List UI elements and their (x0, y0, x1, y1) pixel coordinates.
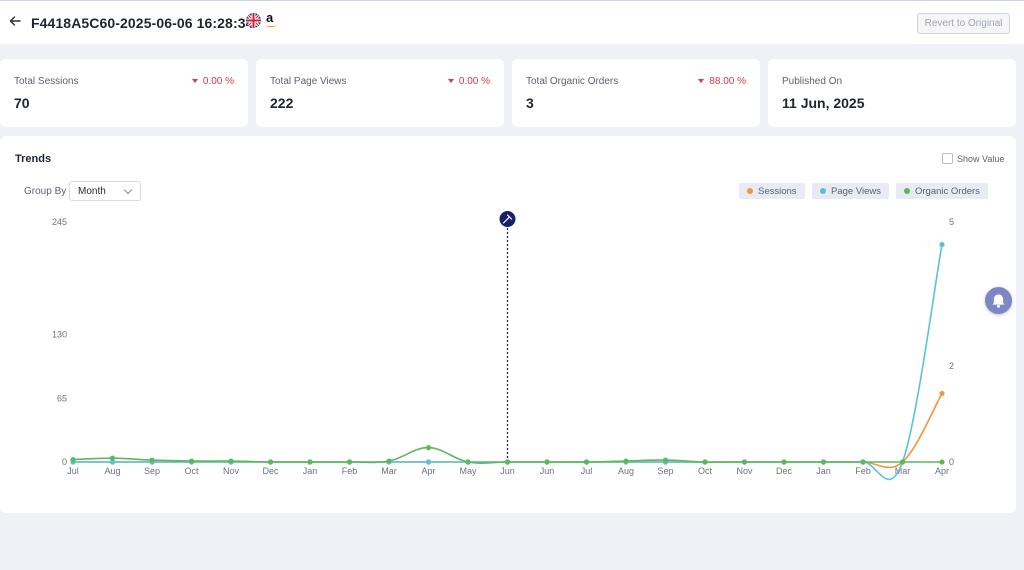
legend-dot (820, 188, 826, 194)
stat-value: 11 Jun, 2025 (782, 95, 865, 111)
data-point-page-views (109, 459, 116, 465)
show-value-toggle[interactable]: Show Value (942, 153, 1004, 164)
legend-sessions[interactable]: Sessions (739, 183, 805, 199)
x-tick-label: Feb (342, 466, 358, 476)
x-tick-label: Jun (500, 466, 515, 476)
y-left-tick-label: 0 (62, 457, 67, 467)
stat-label: Total Organic Orders (526, 76, 619, 87)
stat-change: 0.00 % (191, 76, 234, 87)
y-right-tick-label: 2 (949, 361, 954, 371)
data-point-organic-orders (228, 458, 234, 464)
y-left-tick-label: 130 (52, 330, 67, 340)
data-point-organic-orders (504, 459, 511, 465)
data-point-organic-orders (741, 459, 748, 465)
x-tick-label: Aug (618, 466, 634, 476)
data-point-organic-orders (583, 459, 590, 465)
data-point-organic-orders (781, 459, 787, 465)
data-point-organic-orders (267, 459, 274, 465)
data-point-organic-orders (820, 459, 827, 465)
y-left-tick-label: 245 (52, 217, 67, 227)
data-point-organic-orders (939, 459, 945, 465)
back-arrow-icon[interactable] (8, 14, 22, 28)
group-by-label: Group By (24, 186, 67, 197)
x-tick-label: Sep (657, 466, 673, 476)
data-point-organic-orders (899, 459, 906, 465)
x-tick-label: Mar (381, 466, 397, 476)
stat-card-published-on: Published On 11 Jun, 2025 (768, 59, 1016, 127)
stat-value: 222 (270, 95, 294, 111)
down-triangle-icon (191, 79, 198, 83)
x-tick-label: Jul (67, 466, 79, 476)
data-point-organic-orders (149, 457, 155, 463)
show-value-label: Show Value (957, 153, 1005, 164)
y-left-tick-label: 65 (57, 393, 67, 403)
legend-dot (904, 188, 910, 194)
data-point-page-views (425, 459, 432, 465)
x-tick-label: Dec (262, 466, 279, 476)
revert-to-original-button[interactable]: Revert to Original (917, 13, 1010, 34)
data-point-page-views (939, 241, 945, 248)
data-point-organic-orders (109, 455, 116, 461)
legend-page-views[interactable]: Page Views (812, 183, 889, 199)
x-tick-label: Jul (581, 466, 593, 476)
x-tick-label: Mar (895, 466, 911, 476)
x-tick-label: Jan (303, 466, 318, 476)
x-tick-label: Apr (421, 466, 435, 476)
stat-value: 3 (526, 95, 534, 111)
legend-organic-orders[interactable]: Organic Orders (896, 183, 988, 199)
y-right-tick-label: 5 (949, 217, 954, 227)
x-tick-label: Aug (104, 466, 120, 476)
group-by-select[interactable]: Month (69, 181, 141, 201)
data-point-organic-orders (70, 457, 76, 463)
bell-icon (992, 294, 1005, 308)
data-point-organic-orders (702, 459, 708, 465)
top-bar: F4418A5C60-2025-06-06 16:28:34 a Revert … (0, 0, 1024, 44)
x-tick-label: Oct (698, 466, 713, 476)
x-tick-label: Oct (184, 466, 199, 476)
x-tick-label: May (459, 466, 477, 476)
data-point-sessions (939, 390, 945, 397)
stat-change: 0.00 % (447, 76, 490, 87)
legend-dot (747, 188, 753, 194)
stat-value: 70 (14, 95, 30, 111)
notification-button[interactable] (985, 287, 1012, 314)
data-point-organic-orders (386, 458, 392, 464)
x-tick-label: Dec (776, 466, 793, 476)
data-point-organic-orders (425, 445, 432, 451)
data-point-organic-orders (662, 457, 669, 463)
x-tick-label: Feb (855, 466, 871, 476)
x-tick-label: Nov (223, 466, 240, 476)
group-by-value: Month (78, 186, 106, 197)
amazon-logo-icon: a (266, 10, 274, 25)
stat-change: 88.00 % (698, 76, 746, 87)
x-tick-label: Sep (144, 466, 160, 476)
data-point-organic-orders (346, 459, 353, 465)
page-title: F4418A5C60-2025-06-06 16:28:34 (31, 15, 254, 31)
data-point-organic-orders (623, 458, 629, 464)
data-point-organic-orders (860, 459, 866, 465)
stat-label: Total Page Views (270, 76, 347, 87)
show-value-checkbox[interactable] (942, 153, 953, 164)
stat-card-sessions: Total Sessions 0.00 % 70 (0, 59, 248, 127)
x-tick-label: Apr (935, 466, 949, 476)
pin-icon (502, 214, 513, 224)
stat-label: Total Sessions (14, 76, 79, 87)
x-tick-label: Jun (540, 466, 555, 476)
data-point-organic-orders (544, 459, 550, 465)
x-tick-label: Jan (816, 466, 831, 476)
data-point-organic-orders (188, 458, 195, 464)
x-tick-label: Nov (736, 466, 753, 476)
down-triangle-icon (698, 79, 705, 83)
y-right-tick-label: 0 (949, 457, 954, 467)
stat-label: Published On (782, 76, 843, 87)
amazon-smile-icon (266, 24, 276, 27)
data-point-organic-orders (465, 459, 471, 465)
stat-card-organic-orders: Total Organic Orders 88.00 % 3 (512, 59, 760, 127)
down-triangle-icon (447, 79, 454, 83)
stat-card-page-views: Total Page Views 0.00 % 222 (256, 59, 504, 127)
trends-title: Trends (15, 153, 52, 165)
uk-flag-icon (246, 13, 261, 28)
data-point-organic-orders (307, 459, 313, 465)
